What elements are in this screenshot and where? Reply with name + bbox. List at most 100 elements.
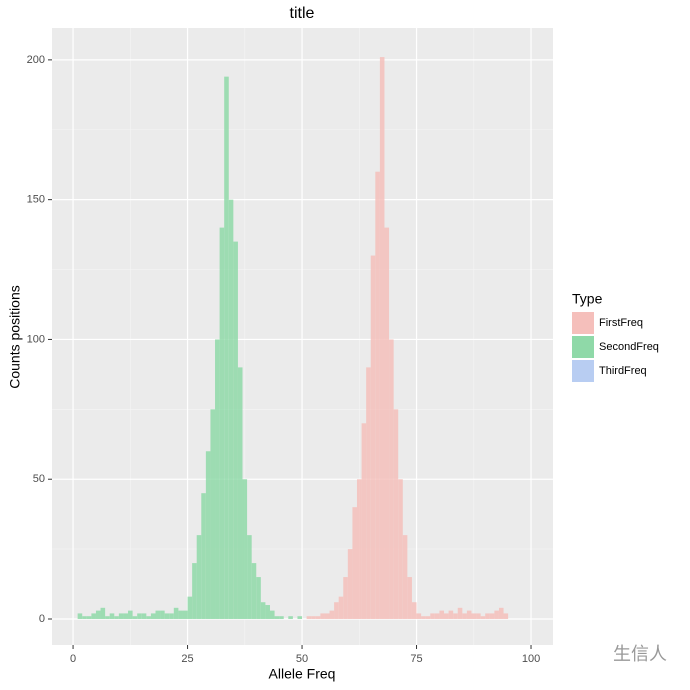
x-tick-label: 100 <box>522 653 540 665</box>
histogram-bar <box>247 535 252 620</box>
histogram-bar <box>228 199 234 620</box>
histogram-bar <box>224 76 229 620</box>
histogram-bar <box>91 613 96 620</box>
histogram-bar <box>77 613 83 620</box>
histogram-bar <box>384 227 390 620</box>
y-tick-label: 100 <box>27 333 45 345</box>
legend-label: ThirdFreq <box>599 365 647 377</box>
histogram-bar <box>480 616 486 620</box>
histogram-bar <box>82 616 87 620</box>
histogram-bar <box>182 610 188 620</box>
histogram-bar <box>320 613 325 620</box>
histogram-bar <box>297 616 303 620</box>
histogram-bar <box>407 577 412 620</box>
y-tick-label: 0 <box>39 613 45 625</box>
histogram-bar <box>370 255 376 620</box>
histogram-bar <box>265 605 270 620</box>
histogram-bar <box>329 610 335 620</box>
y-tick-label: 150 <box>27 194 45 206</box>
histogram-bar <box>489 613 495 620</box>
histogram-bar <box>279 616 284 620</box>
histogram-bar <box>494 610 499 620</box>
histogram-bar <box>375 171 380 620</box>
histogram-bar <box>146 616 151 620</box>
histogram-bar <box>421 616 426 620</box>
histogram-bar <box>137 613 142 620</box>
histogram-bar <box>352 507 357 620</box>
histogram-bar <box>178 610 183 620</box>
histogram-bar <box>192 563 197 620</box>
histogram-bar <box>457 607 463 620</box>
histogram-bar <box>306 616 312 620</box>
histogram-bar <box>448 610 454 620</box>
watermark: 生信人 <box>613 644 667 664</box>
histogram-bar <box>324 613 330 620</box>
histogram-bar <box>210 409 216 620</box>
histogram-bar <box>471 613 477 620</box>
legend-key <box>572 360 594 382</box>
x-axis-label: Allele Freq <box>269 666 336 682</box>
histogram-bar <box>498 607 504 620</box>
histogram-bar <box>398 479 403 620</box>
histogram-bar <box>141 613 147 620</box>
histogram-bar <box>389 339 394 620</box>
histogram-bar <box>416 613 422 620</box>
x-tick-label: 25 <box>181 653 193 665</box>
histogram-bar <box>338 596 344 620</box>
histogram-bar <box>114 616 119 620</box>
histogram-bar <box>334 602 339 620</box>
histogram-bar <box>251 563 257 620</box>
histogram-bar <box>466 610 472 620</box>
x-tick-label: 50 <box>296 653 308 665</box>
histogram-bar <box>219 227 225 620</box>
histogram-bar <box>105 616 110 620</box>
histogram-bar <box>347 549 353 620</box>
y-axis-label: Counts positions <box>7 285 23 389</box>
histogram-bar <box>379 57 385 620</box>
histogram-bar <box>430 613 435 620</box>
histogram-bar <box>453 613 458 620</box>
histogram-bar <box>201 493 206 620</box>
histogram-bar <box>215 339 220 620</box>
histogram-bar <box>356 479 362 620</box>
histogram-bar <box>173 607 179 620</box>
histogram-bar <box>260 602 266 620</box>
histogram-bar <box>485 613 490 620</box>
x-tick-label: 0 <box>70 653 76 665</box>
histogram-bar <box>160 610 165 620</box>
histogram-bar <box>434 613 440 620</box>
chart-title: title <box>290 5 315 22</box>
histogram-bar <box>274 616 280 620</box>
histogram-bar <box>164 613 170 620</box>
histogram-bar <box>256 577 261 620</box>
histogram-bar <box>132 616 138 620</box>
histogram-bar <box>402 535 408 620</box>
histogram-bar <box>187 596 193 620</box>
y-tick-label: 200 <box>27 54 45 66</box>
histogram-bar <box>393 409 399 620</box>
histogram-bar <box>343 577 348 620</box>
histogram-bar <box>411 602 417 620</box>
histogram-bar <box>315 616 321 620</box>
histogram-bar <box>95 610 101 620</box>
histogram-bar <box>366 367 371 620</box>
histogram-bar <box>233 241 238 620</box>
histogram-bar <box>196 535 202 620</box>
histogram-bar <box>118 613 124 620</box>
histogram-bar <box>444 613 449 620</box>
legend-title: Type <box>572 291 603 307</box>
histogram-bar <box>439 610 445 620</box>
histogram-bar <box>288 616 293 620</box>
histogram-bar <box>86 616 92 620</box>
y-tick-label: 50 <box>33 473 45 485</box>
histogram-bar <box>205 451 211 620</box>
x-tick-label: 75 <box>410 653 422 665</box>
histogram-bar <box>109 613 115 620</box>
histogram-bar <box>462 613 467 620</box>
histogram-bar <box>311 616 316 620</box>
legend-label: FirstFreq <box>599 317 643 329</box>
histogram-bar <box>155 610 161 620</box>
legend-key <box>572 312 594 334</box>
histogram-bar <box>237 367 243 620</box>
